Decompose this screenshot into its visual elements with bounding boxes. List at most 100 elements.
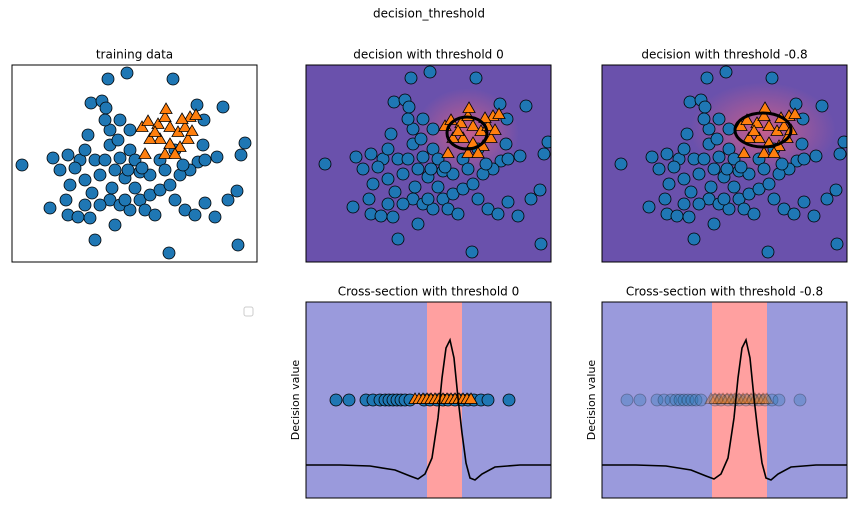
circle-point [747,207,761,221]
triangle-point [175,112,189,124]
circle-point [208,210,222,224]
circle-point [775,157,789,171]
circle-point [198,153,212,167]
circle-point [362,192,376,206]
circle-point [734,160,748,174]
circle-point [524,192,538,206]
circle-point [722,202,736,216]
circle-point [737,202,751,216]
circle-point [704,180,718,194]
circle-point [722,122,736,136]
circle-point [381,197,395,211]
triangle-point [168,147,182,159]
circle-point [761,245,775,259]
decision-boundary [733,111,793,149]
circle-point [162,246,176,260]
circle-point [710,132,724,146]
circle-point [519,99,533,113]
circle-point [664,393,678,407]
circle-point [113,113,127,127]
triangle-point [788,107,802,119]
circle-point [63,178,77,192]
circle-point [59,193,73,207]
circle-point [384,127,398,141]
circle-point [108,218,122,232]
circle-point [717,192,731,206]
circle-point [541,135,551,149]
circle-point [657,393,671,407]
circle-point [620,393,634,407]
circle-point [431,152,445,166]
circle-point [712,150,726,164]
circle-point [329,393,343,407]
circle-point [793,393,807,407]
threshold-band [712,302,767,498]
triangle-point [466,119,480,131]
axes-frame [601,64,848,263]
circle-point [408,180,422,194]
triangle-point [178,120,192,132]
circle-point [758,393,772,407]
circle-point [797,195,811,209]
triangle-point [762,119,776,131]
axes-title: decision with threshold 0 [353,48,504,62]
circle-point [43,201,57,215]
circle-point [391,232,405,246]
circle-point [461,162,475,176]
circle-point [667,160,681,174]
figure-title: decision_threshold [373,7,485,21]
circle-point [396,167,410,181]
circle-point [752,393,766,407]
triangle-point [752,131,766,143]
circle-point [722,142,736,156]
triangle-point [492,107,506,119]
circle-point [364,147,378,161]
triangle-point [159,102,173,114]
axes-title: Cross-section with threshold 0 [338,285,520,299]
circle-point [93,168,107,182]
circle-point [416,150,430,164]
triangle-point [488,123,502,135]
triangle-point [742,131,756,143]
circle-point [128,181,142,195]
circle-point [727,152,741,166]
triangle-point [767,146,781,158]
circle-point [438,160,452,174]
circle-point [46,151,60,165]
triangle-point [153,132,167,144]
triangle-point [704,392,718,404]
circle-point [135,161,149,175]
circle-point [732,192,746,206]
circle-point [697,152,711,166]
circle-point [387,95,401,109]
circle-point [762,177,776,191]
circle-point [424,162,438,176]
circle-point [669,393,683,407]
triangle-point [148,125,162,137]
empty-legend [243,306,254,317]
circle-point [466,177,480,191]
circle-point [697,112,711,126]
circle-point [652,162,666,176]
triangle-point [734,119,748,131]
circle-point [694,393,708,407]
circle-point [537,147,551,161]
circle-point [837,135,847,149]
triangle-point [724,392,738,404]
circle-point [809,149,823,163]
circle-point [423,65,437,79]
circle-point [700,71,714,85]
circle-point [833,147,847,161]
circle-point [99,101,113,115]
triangle-point [464,392,478,404]
circle-point [689,393,703,407]
circle-point [795,137,809,151]
circle-point [190,98,204,112]
triangle-point [462,101,476,113]
triangle-point [484,131,498,143]
circle-point [633,393,647,407]
circle-point [673,393,687,407]
axes-title: Cross-section with threshold -0.8 [626,285,823,299]
triangle-point [163,120,177,132]
circle-point [216,100,230,114]
